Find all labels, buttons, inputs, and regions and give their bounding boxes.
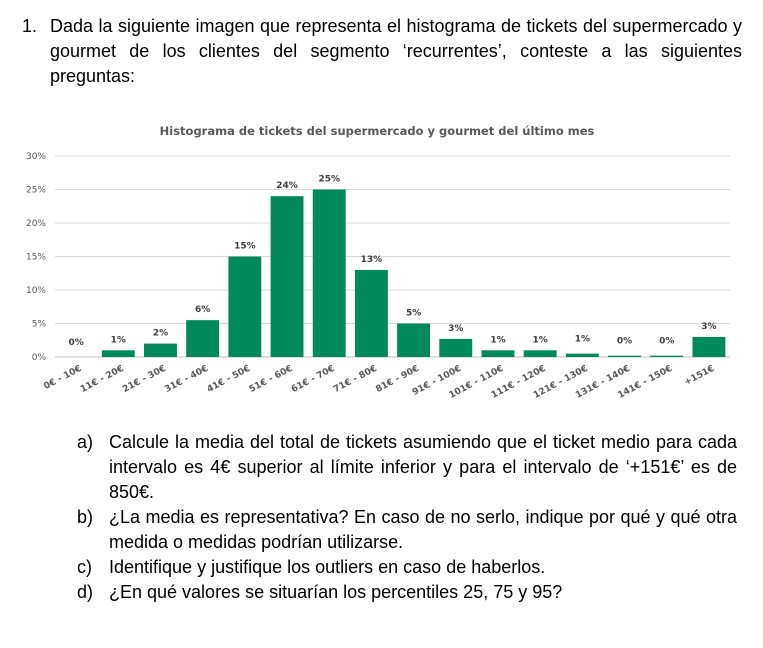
chart-title: Histograma de tickets del supermercado y… [160,124,595,138]
y-tick-label: 20% [26,219,46,229]
bar [523,350,557,357]
data-label: 13% [361,255,383,265]
subquestion-text: ¿En qué valores se situarían los percent… [109,582,563,602]
chart-gridlines [55,155,730,358]
data-label: 0% [68,338,83,348]
x-axis: 0€ - 10€11€ - 20€21€ - 30€31€ - 40€41€ -… [42,364,716,401]
x-tick-label: 71€ - 80€ [332,364,379,395]
y-tick-label: 25% [26,186,46,196]
x-tick-label: 51€ - 60€ [248,364,295,395]
bar [312,189,346,357]
bar [144,343,177,357]
bar [186,320,220,357]
x-tick-label: +151€ [683,364,716,388]
histogram-chart: Histograma de tickets del supermercado y… [26,124,730,401]
question-intro: 1. Dada la siguiente imagen que represen… [22,14,742,89]
data-label: 0% [617,337,632,347]
subquestion-text: Identifique y justifique los outliers en… [109,557,546,577]
subquestion-letter: c) [77,557,92,577]
bar [565,353,599,357]
data-label: 3% [701,322,716,332]
subquestion-c: c) Identifique y justifique los outliers… [77,555,737,580]
y-tick-label: 0% [32,353,47,363]
data-label: 0% [659,337,674,347]
data-label: 1% [533,335,548,345]
data-label: 15% [234,242,256,252]
x-tick-label: 41€ - 50€ [206,364,253,395]
subquestion-text: ¿La media es representativa? En caso de … [109,507,737,552]
bar [354,269,388,357]
bar [608,355,641,357]
subquestion-b: b) ¿La media es representativa? En caso … [77,505,737,555]
x-tick-label: 11€ - 20€ [79,364,126,395]
question-number: 1. [22,16,38,36]
data-label: 5% [406,309,421,319]
data-label: 1% [111,335,126,345]
x-tick-label: 21€ - 30€ [121,364,168,395]
bar [650,355,684,357]
x-tick-label: 31€ - 40€ [163,364,210,395]
bar [228,256,262,357]
subquestion-letter: a) [77,432,94,452]
y-tick-label: 10% [26,286,46,296]
data-label: 24% [276,181,298,191]
data-label: 1% [575,335,590,345]
subquestion-a: a) Calcule la media del total de tickets… [77,430,737,505]
data-label: 25% [318,175,340,185]
bar-series [101,189,726,357]
y-tick-label: 5% [32,320,47,330]
bar [481,350,515,357]
subquestion-text: Calcule la media del total de tickets as… [109,432,737,502]
y-axis: 0% 5% 10% 15% 20% 25% 30% [26,152,46,363]
bar [270,196,304,357]
bar [397,323,431,357]
subquestion-d: d) ¿En qué valores se situarían los perc… [77,580,737,605]
bar [439,338,473,357]
bar [101,350,135,357]
y-tick-label: 30% [26,152,46,162]
subquestion-letter: b) [77,507,94,527]
subquestion-list: a) Calcule la media del total de tickets… [77,430,737,605]
data-label: 2% [153,329,168,339]
data-label: 6% [195,305,210,315]
subquestion-letter: d) [77,582,94,602]
bar [692,336,726,357]
question-text: Dada la siguiente imagen que representa … [50,16,742,86]
data-label: 1% [490,335,505,345]
data-label: 3% [448,324,463,334]
data-labels: 0% 1% 2% 6% 15% 24% 25% 13% 5% 3% 1% 1% 1% 0% 0% 3% [68,175,716,349]
y-tick-label: 15% [26,253,46,263]
x-tick-label: 61€ - 70€ [290,364,337,395]
x-tick-label: 0€ - 10€ [42,364,83,392]
